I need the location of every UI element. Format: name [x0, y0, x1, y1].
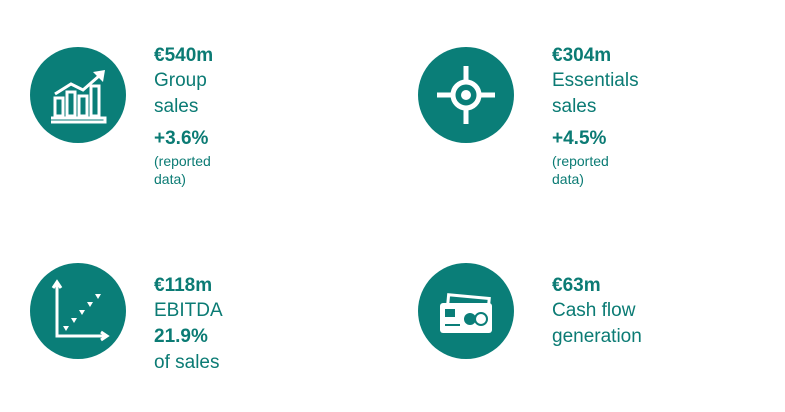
kpi-label: Group sales [154, 70, 207, 117]
kpi-note: (reported data) [552, 153, 609, 187]
kpi-value: €118m [154, 275, 213, 296]
kpi-value: €304m [552, 45, 612, 66]
kpi-label: Cash flow generation [552, 300, 642, 347]
payment-cards-icon [418, 263, 514, 359]
scatter-trend-icon [30, 263, 126, 359]
kpi-value: €63m [552, 275, 601, 296]
kpi-value: €540m [154, 45, 214, 66]
kpi-margin: 21.9% of sales [154, 324, 223, 376]
kpi-margin-value: 21.9% [154, 326, 208, 347]
kpi-note: (reported data) [154, 153, 211, 187]
crosshair-target-icon [418, 47, 514, 143]
kpi-growth: +4.5% [552, 128, 607, 149]
kpi-label: EBITDA [154, 300, 223, 321]
kpi-label: Essentials sales [552, 70, 639, 117]
kpi-margin-text: of sales [154, 352, 220, 373]
bar-chart-trend-icon [30, 47, 126, 143]
kpi-growth: +3.6% [154, 128, 209, 149]
